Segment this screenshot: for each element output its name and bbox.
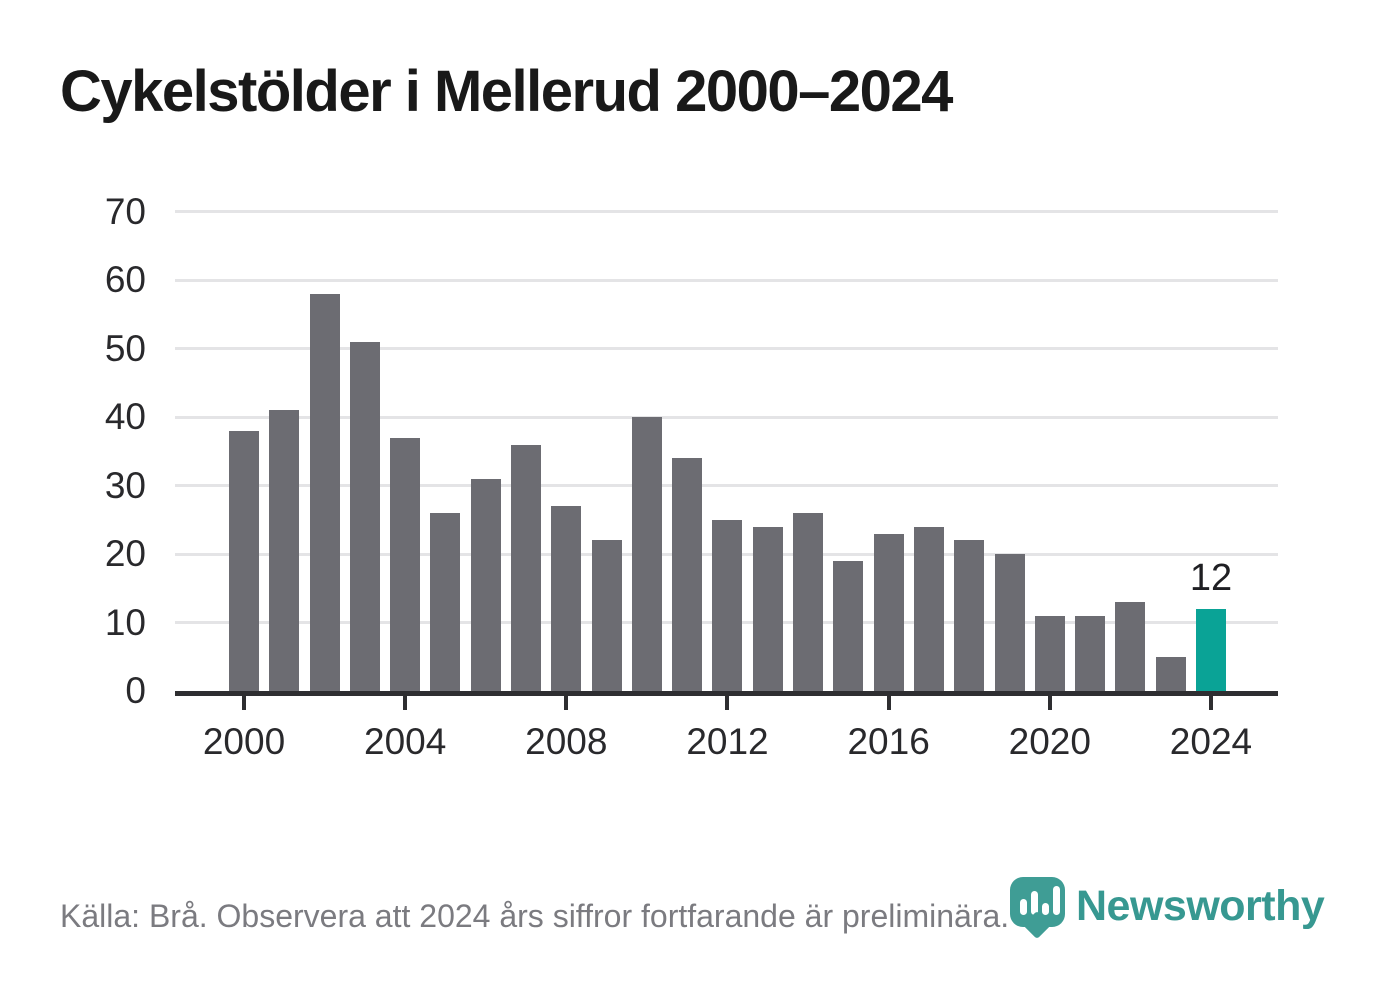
x-axis-tick-label: 2016 xyxy=(847,721,930,762)
bar-2014 xyxy=(793,513,824,691)
equalizer-bar-icon xyxy=(1042,903,1049,915)
logo-wordmark: Newsworthy xyxy=(1076,882,1325,930)
gridline-y70 xyxy=(175,210,1278,214)
x-axis-tick-label: 2004 xyxy=(364,721,447,762)
x-axis-tick-label: 2020 xyxy=(1008,721,1091,762)
bar-2019 xyxy=(994,554,1025,691)
x-axis-tick-2012 xyxy=(725,696,730,710)
x-axis-tick-2000 xyxy=(242,696,246,710)
bar-2003 xyxy=(349,342,380,691)
bar-2007 xyxy=(511,444,542,691)
bar-2023 xyxy=(1155,656,1186,691)
bar-2024 xyxy=(1195,608,1226,691)
y-axis-tick-label: 30 xyxy=(104,464,146,506)
bar-2016 xyxy=(873,533,904,691)
bar-2012 xyxy=(712,519,743,691)
equalizer-bar-icon xyxy=(1053,886,1060,915)
bar-2011 xyxy=(672,458,703,691)
bar-2000 xyxy=(229,430,259,691)
x-axis-line xyxy=(175,691,1278,696)
equalizer-bar-icon xyxy=(1020,899,1027,915)
bar-2022 xyxy=(1115,602,1146,691)
y-axis-tick-label: 50 xyxy=(104,327,146,369)
bar-2001 xyxy=(269,410,300,691)
y-axis-tick-label: 10 xyxy=(104,601,146,643)
x-axis-tick-label: 2000 xyxy=(202,721,286,762)
bar-2015 xyxy=(833,560,864,691)
bar-2020 xyxy=(1034,615,1065,691)
bar-2008 xyxy=(551,506,582,691)
y-axis-tick-label: 40 xyxy=(104,396,146,438)
bar-2006 xyxy=(470,478,501,691)
bar-2013 xyxy=(752,526,783,691)
bar-2004 xyxy=(390,437,421,691)
gridline-y50 xyxy=(175,347,1278,351)
source-note: Källa: Brå. Observera att 2024 års siffr… xyxy=(60,898,1010,934)
bar-2005 xyxy=(430,513,461,691)
x-axis-tick-label: 2024 xyxy=(1169,721,1253,762)
gridline-y40 xyxy=(175,415,1278,419)
x-axis-tick-2004 xyxy=(403,696,408,710)
x-axis-tick-2020 xyxy=(1047,696,1052,710)
equalizer-bar-icon xyxy=(1031,891,1038,915)
x-axis-tick-label: 2012 xyxy=(686,721,769,762)
bar-2009 xyxy=(591,540,622,691)
bar-2017 xyxy=(913,526,944,691)
x-axis-tick-2016 xyxy=(886,696,891,710)
x-axis-tick-label: 2008 xyxy=(525,721,608,762)
highlight-value-label: 12 xyxy=(1189,556,1233,599)
bar-2018 xyxy=(954,540,985,691)
gridline-y30 xyxy=(175,484,1278,488)
bar-2021 xyxy=(1075,615,1106,691)
bar-2010 xyxy=(631,417,662,691)
y-axis-tick-label: 20 xyxy=(104,533,146,575)
y-axis-tick-label: 0 xyxy=(125,670,146,711)
y-axis-tick-label: 60 xyxy=(104,259,146,301)
x-axis-tick-2008 xyxy=(564,696,569,710)
bar-2002 xyxy=(309,294,340,691)
gridline-y60 xyxy=(175,278,1278,282)
x-axis-tick-2024 xyxy=(1208,696,1213,710)
chart-title: Cykelstölder i Mellerud 2000–2024 xyxy=(60,59,953,124)
y-axis-tick-label: 70 xyxy=(104,190,146,232)
newsworthy-pin-chart-icon xyxy=(1010,877,1065,927)
